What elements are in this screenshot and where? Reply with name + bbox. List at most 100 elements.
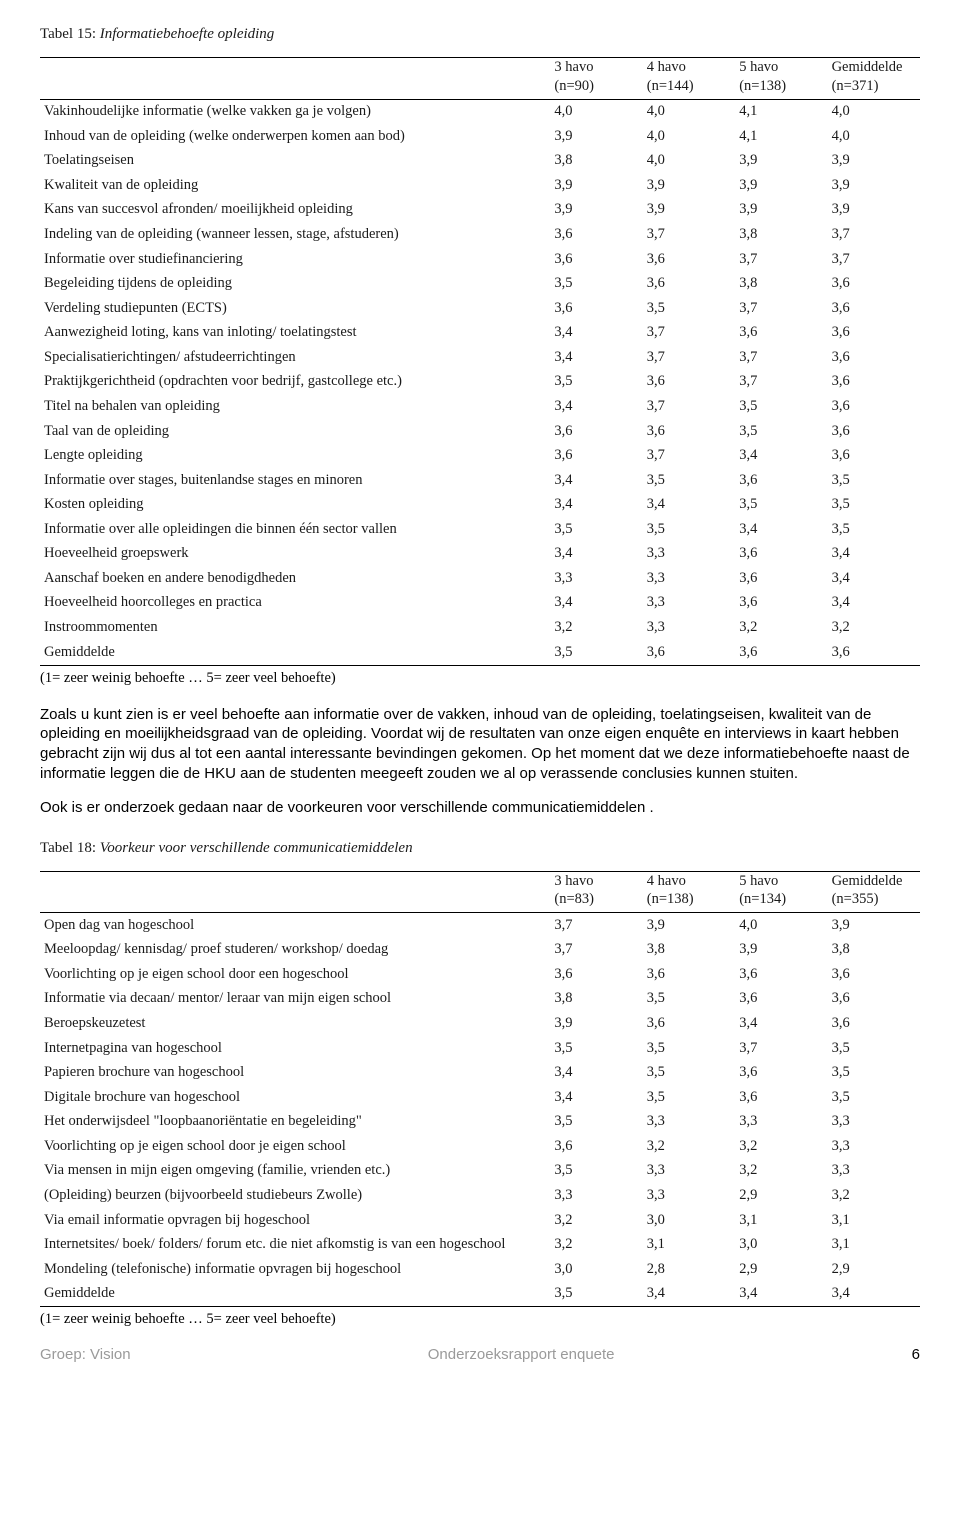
- row-value: 3,6: [550, 419, 642, 444]
- row-value: 3,5: [643, 1085, 735, 1110]
- row-value: 3,5: [550, 640, 642, 665]
- row-label: Mondeling (telefonische) informatie opvr…: [40, 1257, 550, 1282]
- row-value: 3,6: [550, 962, 642, 987]
- table15-label: Tabel 15:: [40, 26, 96, 42]
- row-value: 3,5: [550, 272, 642, 297]
- row-label: Praktijkgerichtheid (opdrachten voor bed…: [40, 370, 550, 395]
- row-value: 3,7: [828, 247, 920, 272]
- row-label: Open dag van hogeschool: [40, 913, 550, 938]
- row-value: 3,9: [550, 198, 642, 223]
- row-value: 3,9: [550, 124, 642, 149]
- table-row: Specialisatierichtingen/ afstudeerrichti…: [40, 345, 920, 370]
- row-value: 3,6: [735, 1085, 827, 1110]
- row-value: 3,7: [643, 345, 735, 370]
- table15-col2-top: 5 havo: [735, 58, 827, 77]
- row-value: 4,0: [550, 99, 642, 124]
- table-row: Informatie over stages, buitenlandse sta…: [40, 468, 920, 493]
- row-value: 3,5: [735, 394, 827, 419]
- row-label: Kosten opleiding: [40, 493, 550, 518]
- table18-label: Tabel 18:: [40, 840, 96, 856]
- row-value: 3,6: [550, 247, 642, 272]
- row-value: 3,6: [828, 345, 920, 370]
- row-label: Digitale brochure van hogeschool: [40, 1085, 550, 1110]
- row-value: 3,6: [643, 1012, 735, 1037]
- row-value: 3,6: [735, 987, 827, 1012]
- row-value: 3,5: [828, 468, 920, 493]
- row-value: 3,1: [643, 1233, 735, 1258]
- row-value: 3,3: [643, 1110, 735, 1135]
- row-value: 3,9: [735, 149, 827, 174]
- row-value: 3,6: [643, 272, 735, 297]
- table-row: Informatie over alle opleidingen die bin…: [40, 517, 920, 542]
- row-value: 3,9: [828, 173, 920, 198]
- row-value: 3,3: [735, 1110, 827, 1135]
- table-row: Hoeveelheid hoorcolleges en practica3,43…: [40, 591, 920, 616]
- table18-col1-top: 4 havo: [643, 871, 735, 890]
- row-value: 3,6: [828, 444, 920, 469]
- row-value: 3,9: [828, 198, 920, 223]
- row-label: Verdeling studiepunten (ECTS): [40, 296, 550, 321]
- row-value: 2,9: [735, 1183, 827, 1208]
- gemiddelde-row: Gemiddelde3,53,43,43,4: [40, 1282, 920, 1307]
- row-label: Begeleiding tijdens de opleiding: [40, 272, 550, 297]
- row-value: 3,9: [550, 173, 642, 198]
- row-value: 3,7: [643, 394, 735, 419]
- table15-col0-bot: (n=90): [550, 77, 642, 99]
- row-value: 3,5: [828, 493, 920, 518]
- table-row: Inhoud van de opleiding (welke onderwerp…: [40, 124, 920, 149]
- table-row: Het onderwijsdeel "loopbaanoriëntatie en…: [40, 1110, 920, 1135]
- table15-col2-bot: (n=138): [735, 77, 827, 99]
- table-row: Papieren brochure van hogeschool3,43,53,…: [40, 1061, 920, 1086]
- row-value: 3,4: [550, 321, 642, 346]
- row-value: 3,0: [550, 1257, 642, 1282]
- row-value: 4,0: [828, 99, 920, 124]
- row-value: 3,5: [643, 296, 735, 321]
- row-value: 3,1: [828, 1208, 920, 1233]
- row-value: 3,5: [550, 1282, 642, 1307]
- table-row: Vakinhoudelijke informatie (welke vakken…: [40, 99, 920, 124]
- table-row: Hoeveelheid groepswerk3,43,33,63,4: [40, 542, 920, 567]
- table15-col1-top: 4 havo: [643, 58, 735, 77]
- row-value: 3,1: [735, 1208, 827, 1233]
- row-value: 3,2: [550, 1233, 642, 1258]
- row-value: 3,4: [735, 517, 827, 542]
- row-value: 3,5: [735, 493, 827, 518]
- row-value: 3,6: [828, 962, 920, 987]
- row-value: 3,0: [735, 1233, 827, 1258]
- row-value: 3,9: [828, 149, 920, 174]
- row-value: 3,6: [735, 468, 827, 493]
- row-value: 3,6: [735, 321, 827, 346]
- table-row: Open dag van hogeschool3,73,94,03,9: [40, 913, 920, 938]
- row-label: Voorlichting op je eigen school door je …: [40, 1134, 550, 1159]
- row-value: 3,4: [643, 1282, 735, 1307]
- row-label: Taal van de opleiding: [40, 419, 550, 444]
- table18-col3-top: Gemiddelde: [828, 871, 920, 890]
- row-value: 3,4: [735, 1012, 827, 1037]
- row-value: 3,5: [828, 517, 920, 542]
- table-row: Mondeling (telefonische) informatie opvr…: [40, 1257, 920, 1282]
- row-value: 3,3: [828, 1110, 920, 1135]
- row-label: Vakinhoudelijke informatie (welke vakken…: [40, 99, 550, 124]
- row-value: 3,6: [828, 640, 920, 665]
- row-value: 3,5: [550, 517, 642, 542]
- row-value: 3,4: [550, 468, 642, 493]
- row-value: 3,4: [550, 394, 642, 419]
- table-row: Indeling van de opleiding (wanneer lesse…: [40, 223, 920, 248]
- row-value: 3,5: [550, 1110, 642, 1135]
- table15-col1-bot: (n=144): [643, 77, 735, 99]
- row-value: 3,4: [735, 1282, 827, 1307]
- table-row: Informatie over studiefinanciering3,63,6…: [40, 247, 920, 272]
- row-value: 3,7: [735, 370, 827, 395]
- row-value: 3,3: [643, 566, 735, 591]
- row-value: 3,6: [828, 370, 920, 395]
- row-value: 3,4: [550, 542, 642, 567]
- row-value: 3,4: [828, 566, 920, 591]
- row-value: 3,2: [828, 616, 920, 641]
- row-label: Inhoud van de opleiding (welke onderwerp…: [40, 124, 550, 149]
- row-value: 3,3: [550, 566, 642, 591]
- row-label: Informatie over stages, buitenlandse sta…: [40, 468, 550, 493]
- row-value: 3,3: [828, 1134, 920, 1159]
- row-value: 3,7: [735, 296, 827, 321]
- row-value: 3,4: [643, 493, 735, 518]
- row-label: Internetpagina van hogeschool: [40, 1036, 550, 1061]
